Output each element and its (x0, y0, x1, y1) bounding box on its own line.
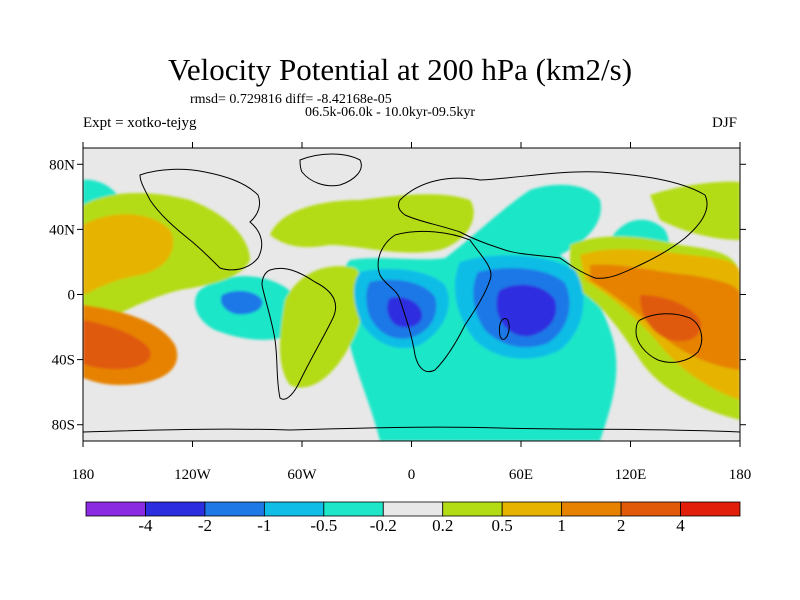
lat-tick-label: 80N (49, 157, 75, 173)
colorbar-label: 0.5 (491, 516, 513, 535)
lon-tick-label: 0 (408, 467, 416, 483)
coastline-greenland (299, 153, 362, 187)
colorbar-swatch (680, 501, 741, 517)
colorbar-swatch (382, 501, 444, 517)
lat-tick-label: 40S (52, 353, 75, 369)
neg2-region-africa (387, 297, 423, 328)
colorbar-label: 0.2 (432, 516, 454, 535)
lat-tick-label: 0 (68, 288, 76, 304)
lat-tick-label: 40N (49, 222, 75, 238)
coastline-australia (635, 313, 703, 363)
colorbar-swatch (85, 501, 146, 517)
colorbar-swatch (145, 501, 206, 517)
lon-tick-label: 60E (509, 467, 533, 483)
colorbar-label: 1 (557, 516, 566, 535)
pos05-region-pacific (83, 214, 174, 295)
lon-tick-label: 120E (615, 467, 647, 483)
colorbar-swatch (620, 501, 681, 517)
lon-tick-label: 180 (72, 467, 95, 483)
lat-tick-label: 80S (52, 418, 75, 434)
pos-region-south-america (280, 266, 365, 388)
colorbar-swatch (501, 501, 563, 517)
colorbar-label: -4 (138, 516, 153, 535)
coastlines (83, 153, 740, 433)
coastline-madagascar (498, 317, 510, 340)
colorbar-swatch (323, 501, 384, 517)
neg1-region-pacific (220, 290, 263, 315)
colorbar (85, 501, 741, 517)
colorbar-swatch (442, 501, 503, 517)
colorbar-label: -1 (257, 516, 272, 535)
colorbar-swatch (561, 501, 622, 517)
lon-tick-label: 180 (729, 467, 752, 483)
lon-tick-label: 120W (174, 467, 212, 483)
neg2-region-indian (496, 284, 557, 337)
map-title: Velocity Potential at 200 hPa (km2/s) (167, 52, 633, 87)
pos2-region-australia (640, 295, 701, 342)
lon-tick-label: 60W (287, 467, 317, 483)
colorbar-label: -0.5 (310, 516, 338, 535)
latitude-axis: 80N 40N 0 40S 80S (49, 157, 746, 434)
coastline-north-america (139, 168, 263, 271)
colorbar-label: -0.2 (369, 516, 397, 535)
coastline-eurasia (397, 171, 708, 279)
season-label: DJF (712, 115, 738, 131)
stats-line: rmsd= 0.729816 diff= -8.42168e-05 (190, 92, 392, 107)
colorbar-swatch (204, 501, 265, 517)
experiment-label: Expt = xotko-tejyg (83, 115, 197, 131)
pos-region-north-atlantic (270, 194, 474, 253)
colorbar-label: -2 (197, 516, 212, 535)
pos-region-north-pole (650, 181, 740, 240)
colorbar-swatch (263, 501, 325, 517)
coastline-antarctica (83, 426, 740, 433)
colorbar-label: 4 (676, 516, 685, 535)
period-line: 06.5k-06.0k - 10.0kyr-09.5kyr (305, 105, 476, 120)
coastline-africa (377, 230, 492, 373)
pos2-region-south-pacific (83, 320, 151, 370)
contour-field (83, 148, 740, 441)
colorbar-label: 2 (616, 516, 626, 535)
coastline-south-america (261, 267, 337, 400)
longitude-axis: 180 120W 60W 0 60E 120E 180 (72, 142, 752, 483)
